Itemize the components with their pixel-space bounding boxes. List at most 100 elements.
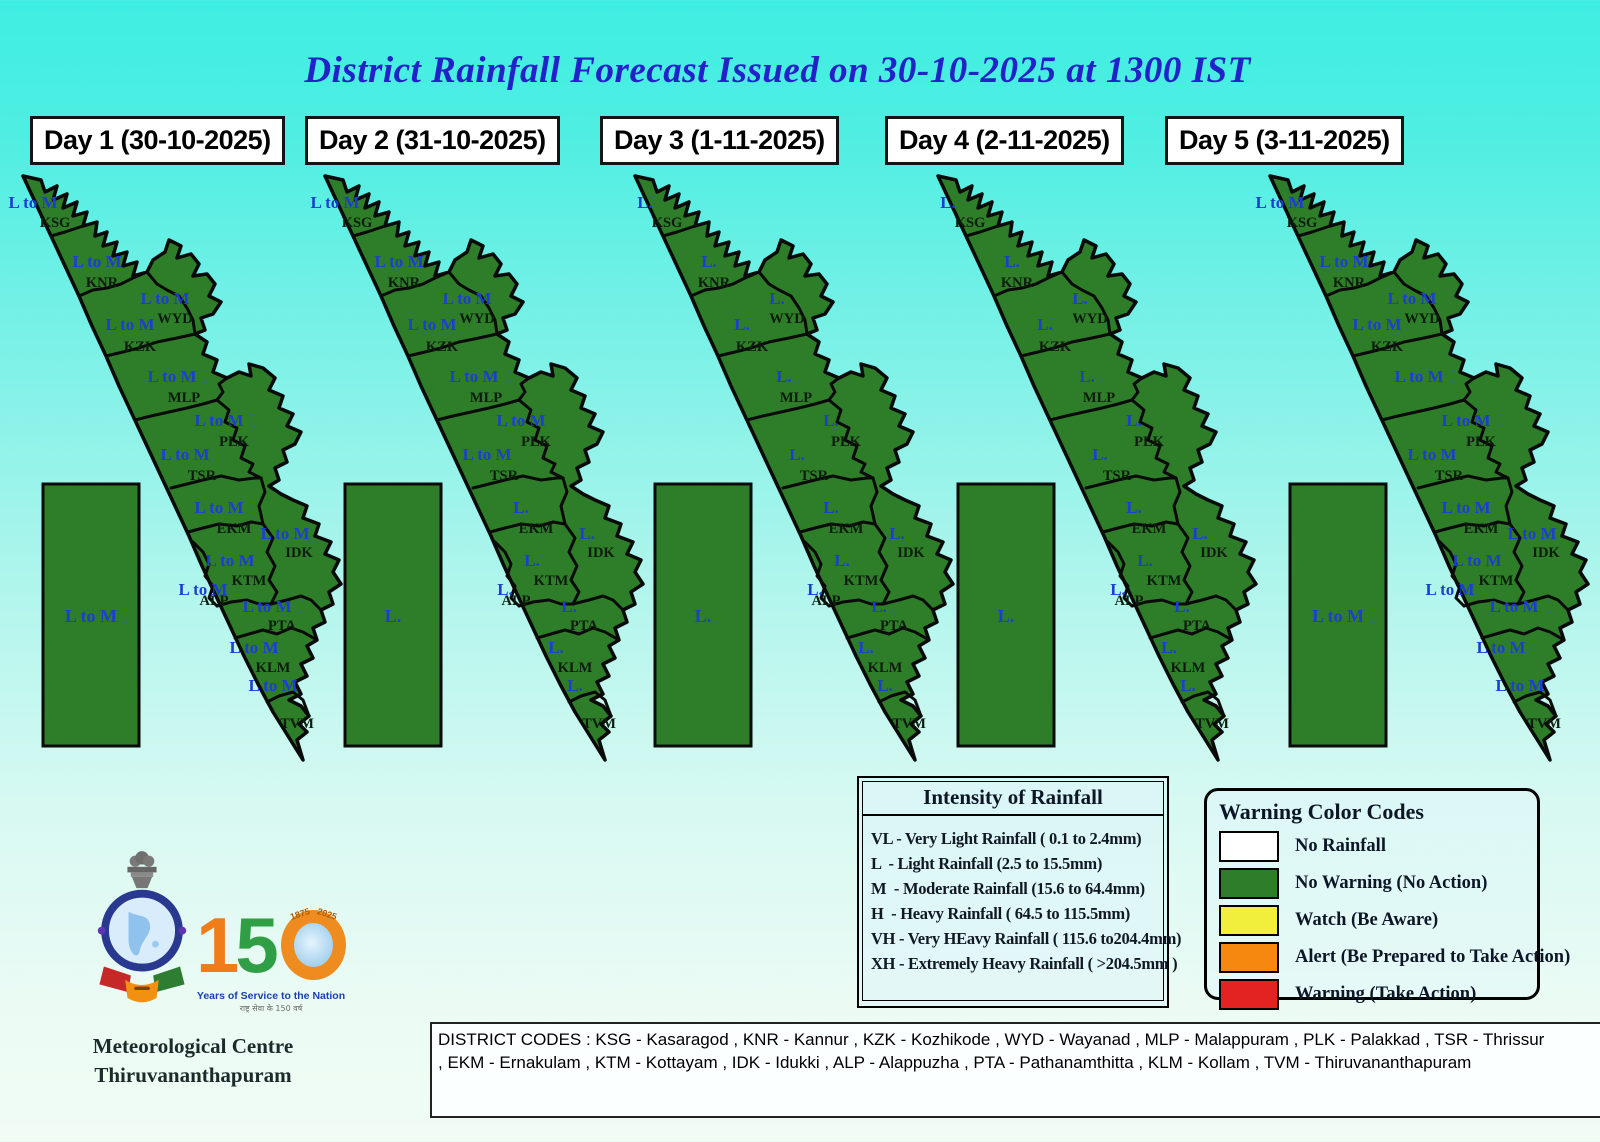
district-value-kzk: L.: [1037, 315, 1053, 334]
intensity-legend-item: VH - Very HEavy Rainfall ( 115.6 to204.4…: [871, 929, 1182, 949]
warning-row-label: No Rainfall: [1295, 836, 1386, 856]
district-code-ktm: KTM: [534, 573, 569, 589]
district-code-wyd: WYD: [1404, 311, 1439, 327]
district-border: [517, 598, 575, 608]
district-code-ekm: EKM: [217, 521, 252, 537]
kerala-outline: [633, 174, 955, 762]
district-codes-line1: DISTRICT CODES : KSG - Kasaragod , KNR -…: [438, 1030, 1545, 1049]
district-border: [1416, 474, 1510, 490]
district-value-wyd: L to M: [442, 289, 491, 308]
district-value-ksg: L to M: [8, 193, 57, 212]
district-value-knr: L to M: [1319, 252, 1368, 271]
warning-color-swatch: [1219, 979, 1279, 1010]
sea-area-box-value: L to M: [65, 606, 117, 626]
district-border: [563, 522, 581, 606]
district-value-ksg: L to M: [1255, 193, 1304, 212]
imd-150-years-logo: 1 5 1875 2025 Years of Service to the Na…: [196, 886, 346, 1026]
district-value-mlp: L to M: [147, 367, 196, 386]
district-value-mlp: L to M: [1394, 367, 1443, 386]
district-code-tvm: TVM: [280, 716, 314, 732]
150-years-caption-hindi: राष्ट्र सेवा के 150 वर्ष: [239, 1004, 303, 1013]
district-value-idk: L to M: [260, 524, 309, 543]
district-value-ktm: L.: [834, 551, 850, 570]
district-border: [517, 376, 531, 402]
intensity-legend-item: L - Light Rainfall (2.5 to 15.5mm): [871, 854, 1103, 874]
district-value-kzk: L to M: [407, 315, 456, 334]
district-code-klm: KLM: [868, 660, 903, 676]
district-value-pta: L.: [1174, 597, 1190, 616]
district-border: [191, 540, 219, 608]
district-border: [1084, 474, 1178, 490]
district-value-pta: L to M: [1489, 597, 1538, 616]
district-value-tsr: L.: [1092, 445, 1108, 464]
district-value-idk: L.: [889, 524, 905, 543]
district-border: [493, 540, 521, 608]
warning-row-label: Alert (Be Prepared to Take Action): [1295, 947, 1571, 967]
district-value-wyd: L to M: [140, 289, 189, 308]
district-code-klm: KLM: [558, 660, 593, 676]
sea-area-box-value: L.: [385, 606, 402, 626]
district-value-ekm: L to M: [194, 498, 243, 517]
district-value-mlp: L.: [1079, 367, 1095, 386]
organisation-name: Meteorological Centre Thiruvananthapuram: [78, 1032, 308, 1091]
district-value-klm: L.: [858, 638, 874, 657]
district-border: [1296, 224, 1332, 238]
organisation-line2: Thiruvananthapuram: [94, 1063, 292, 1088]
district-border: [265, 690, 311, 718]
district-value-plk: L to M: [496, 411, 545, 430]
district-border: [49, 224, 85, 238]
district-border: [261, 522, 279, 606]
district-border: [1148, 626, 1234, 642]
globe-zero-icon: 1875 2025: [280, 906, 346, 980]
district-border: [1462, 398, 1510, 480]
district-code-kzk: KZK: [426, 339, 459, 355]
district-code-tvm: TVM: [1527, 716, 1561, 732]
intensity-legend-title: Intensity of Rainfall: [863, 782, 1163, 816]
district-code-pta: PTA: [268, 618, 296, 634]
district-value-alp: L to M: [1425, 580, 1474, 599]
district-value-tvm: L.: [877, 676, 893, 695]
district-value-ekm: L.: [513, 498, 529, 517]
district-border: [435, 398, 521, 422]
warning-row: Alert (Be Prepared to Take Action): [1219, 942, 1570, 973]
district-value-ekm: L.: [823, 498, 839, 517]
sea-area-box: [956, 482, 1056, 748]
district-border: [1184, 594, 1238, 612]
warning-legend-title: Warning Color Codes: [1219, 799, 1424, 824]
district-border: [1060, 270, 1112, 336]
sea-area-box: [653, 482, 753, 748]
district-code-klm: KLM: [256, 660, 291, 676]
imd-emblem-graphic: [97, 851, 187, 1003]
district-border: [1176, 522, 1194, 606]
district-value-knr: L.: [1004, 252, 1020, 271]
district-border: [781, 474, 875, 490]
district-code-kzk: KZK: [1371, 339, 1404, 355]
district-value-tsr: L to M: [462, 445, 511, 464]
warning-color-swatch: [1219, 868, 1279, 899]
district-code-idk: IDK: [285, 545, 313, 561]
district-value-idk: L.: [1192, 524, 1208, 543]
district-border: [269, 594, 323, 612]
district-value-klm: L to M: [229, 638, 278, 657]
district-code-plk: PLK: [831, 434, 862, 450]
kerala-outline: [1268, 174, 1590, 762]
warning-row-label: Watch (Be Aware): [1295, 910, 1439, 930]
district-code-alp: ALP: [200, 593, 229, 609]
district-code-ekm: EKM: [1132, 521, 1167, 537]
district-border: [379, 270, 451, 298]
district-value-tvm: L.: [1180, 676, 1196, 695]
district-code-kzk: KZK: [1039, 339, 1072, 355]
district-code-idk: IDK: [1200, 545, 1228, 561]
district-code-knr: KNR: [388, 275, 421, 291]
district-border: [1438, 540, 1466, 608]
day-label-2: Day 2 (31-10-2025): [305, 116, 560, 165]
district-code-plk: PLK: [521, 434, 552, 450]
district-border: [689, 270, 761, 298]
district-code-ktm: KTM: [844, 573, 879, 589]
district-border: [1433, 520, 1512, 534]
imd-globe-ring-icon: [97, 889, 187, 972]
district-code-ktm: KTM: [1479, 573, 1514, 589]
district-border: [1516, 594, 1570, 612]
